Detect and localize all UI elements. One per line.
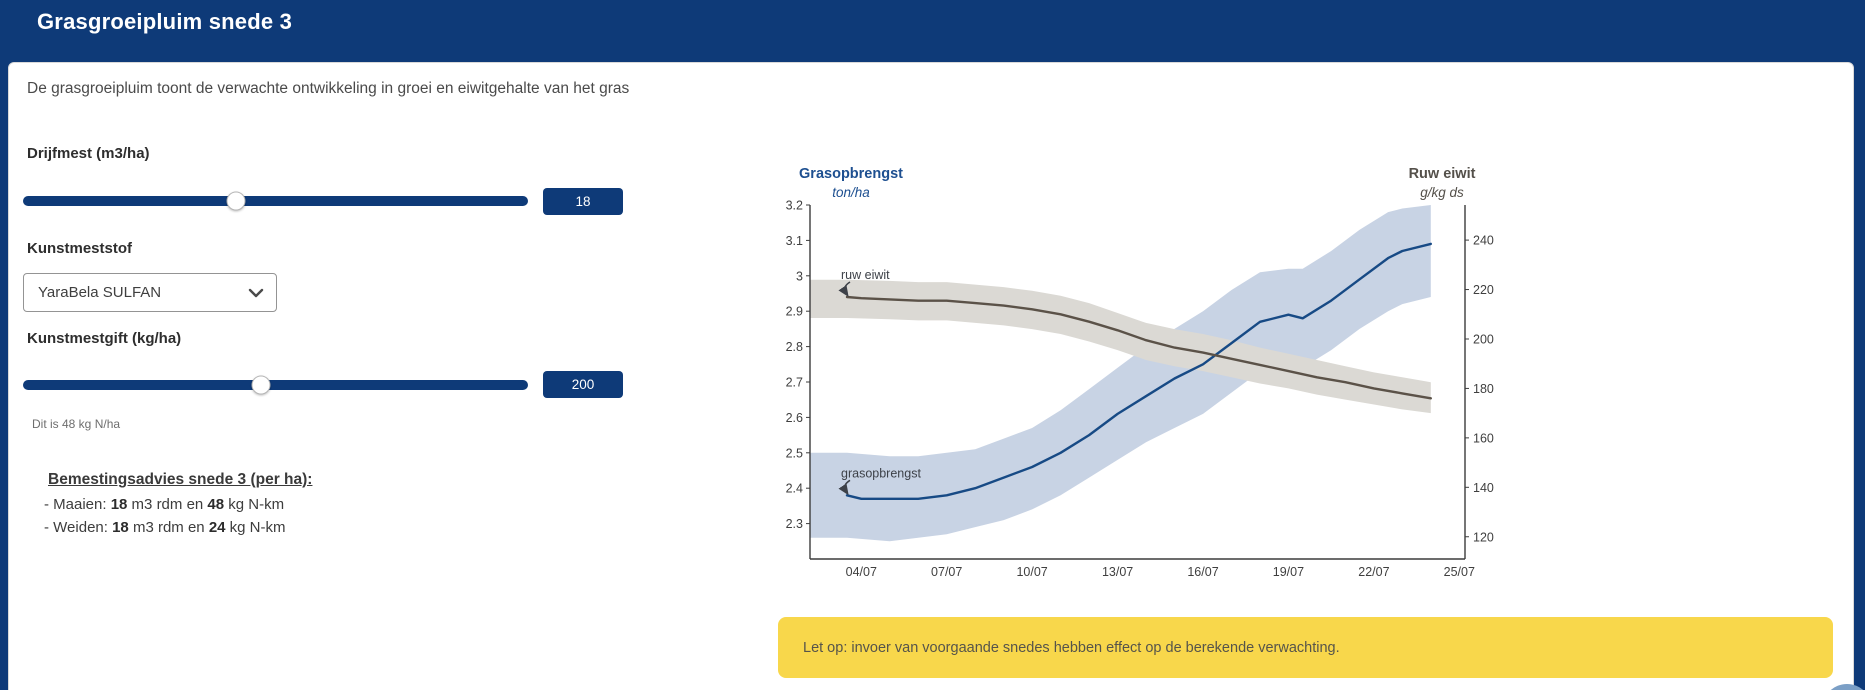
- drijfmest-value-badge: 18: [543, 188, 623, 215]
- svg-text:22/07: 22/07: [1358, 565, 1389, 579]
- kunstmeststof-select[interactable]: YaraBela SULFAN: [23, 273, 277, 312]
- svg-text:13/07: 13/07: [1102, 565, 1133, 579]
- page-description: De grasgroeipluim toont de verwachte ont…: [27, 80, 630, 97]
- svg-text:240: 240: [1473, 234, 1494, 248]
- chart-right-axis-title: Ruw eiwit: [1408, 166, 1476, 182]
- kunstmestgift-value-badge: 200: [543, 371, 623, 398]
- svg-text:220: 220: [1473, 283, 1494, 297]
- svg-text:2.6: 2.6: [786, 411, 803, 425]
- nitrogen-note: Dit is 48 kg N/ha: [32, 417, 121, 431]
- svg-text:grasopbrengst: grasopbrengst: [841, 466, 921, 480]
- svg-text:25/07: 25/07: [1444, 565, 1475, 579]
- chart-left-axis-unit: ton/ha: [832, 185, 870, 200]
- kunstmeststof-label: Kunstmeststof: [27, 240, 133, 257]
- drijfmest-label: Drijfmest (m3/ha): [27, 145, 150, 162]
- svg-text:3.1: 3.1: [786, 234, 803, 248]
- svg-text:160: 160: [1473, 431, 1494, 445]
- advice-line-maaien: - Maaien: 18 m3 rdm en 48 kg N-km: [44, 496, 285, 513]
- kunstmestgift-slider[interactable]: [23, 375, 528, 395]
- svg-text:2.3: 2.3: [786, 517, 803, 531]
- kunstmestgift-slider-track[interactable]: [23, 380, 528, 390]
- content-card: [8, 62, 1854, 690]
- svg-text:200: 200: [1473, 332, 1494, 346]
- svg-text:2.9: 2.9: [786, 305, 803, 319]
- warning-banner: Let op: invoer van voorgaande snedes heb…: [778, 617, 1833, 678]
- chart-right-axis-unit: g/kg ds: [1420, 185, 1464, 200]
- drijfmest-slider-track[interactable]: [23, 196, 528, 206]
- svg-text:180: 180: [1473, 382, 1494, 396]
- kunstmestgift-label: Kunstmestgift (kg/ha): [27, 330, 182, 347]
- drijfmest-slider[interactable]: [23, 191, 528, 211]
- kunstmeststof-selected-value: YaraBela SULFAN: [38, 284, 162, 301]
- kunstmestgift-slider-thumb[interactable]: [251, 375, 271, 395]
- svg-text:19/07: 19/07: [1273, 565, 1304, 579]
- svg-text:07/07: 07/07: [931, 565, 962, 579]
- advice-heading: Bemestingsadvies snede 3 (per ha):: [48, 471, 313, 488]
- warning-text: Let op: invoer van voorgaande snedes heb…: [803, 639, 1340, 656]
- svg-text:2.7: 2.7: [786, 376, 803, 390]
- drijfmest-slider-thumb[interactable]: [226, 191, 246, 211]
- chart-left-axis-title: Grasopbrengst: [799, 166, 903, 182]
- svg-text:10/07: 10/07: [1016, 565, 1047, 579]
- svg-text:3: 3: [796, 269, 803, 283]
- advice-line-weiden: - Weiden: 18 m3 rdm en 24 kg N-km: [44, 519, 286, 536]
- floating-chat-button[interactable]: [1822, 684, 1865, 690]
- app-header: Grasgroeipluim snede 3: [0, 0, 1865, 53]
- svg-text:120: 120: [1473, 530, 1494, 544]
- chevron-down-icon: [248, 288, 264, 298]
- svg-text:04/07: 04/07: [846, 565, 877, 579]
- growth-chart: 3.2 3.1 3 2.9 2.8 2.7 2.6 2.5 2.4 2.3 240 220 200 180…: [660, 150, 1560, 590]
- svg-text:2.4: 2.4: [786, 482, 803, 496]
- svg-text:ruw eiwit: ruw eiwit: [841, 268, 890, 282]
- page-title: Grasgroeipluim snede 3: [37, 9, 293, 34]
- svg-text:16/07: 16/07: [1187, 565, 1218, 579]
- svg-text:140: 140: [1473, 481, 1494, 495]
- svg-text:3.2: 3.2: [786, 199, 803, 213]
- svg-text:2.8: 2.8: [786, 340, 803, 354]
- svg-text:2.5: 2.5: [786, 446, 803, 460]
